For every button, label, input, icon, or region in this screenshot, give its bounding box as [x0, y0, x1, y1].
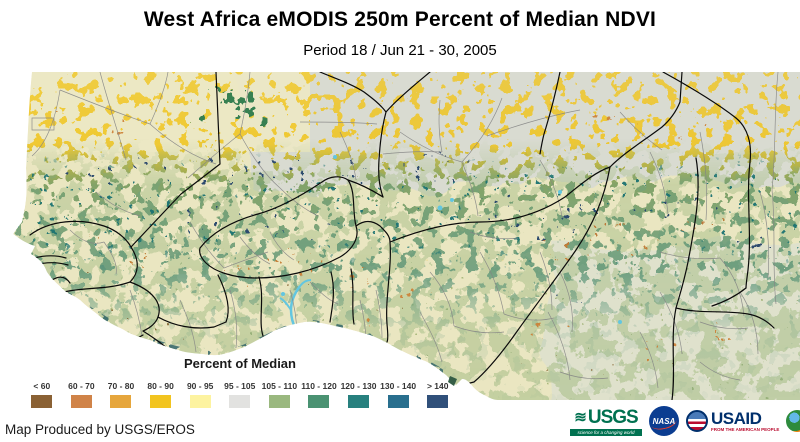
- legend-class-label: 120 - 130: [340, 381, 377, 391]
- legend-class-label: 70 - 80: [107, 381, 135, 391]
- page-title: West Africa eMODIS 250m Percent of Media…: [143, 8, 657, 31]
- nasa-logo-text: NASA: [652, 416, 676, 426]
- legend-swatch: [189, 395, 211, 408]
- legend-swatch: [31, 395, 53, 408]
- legend-swatch: [308, 395, 330, 408]
- legend-class-label: > 140: [426, 381, 449, 391]
- usgs-logo-text: USGS: [587, 406, 639, 428]
- legend-item: 130 - 140: [378, 381, 418, 408]
- legend-swatch: [110, 395, 132, 408]
- legend-item: 80 - 90: [141, 381, 181, 408]
- legend-class-label: 60 - 70: [68, 381, 95, 391]
- legend-class-label: 130 - 140: [380, 381, 417, 391]
- map-credit: Map Produced by USGS/EROS: [5, 422, 195, 437]
- legend-item: 110 - 120: [299, 381, 339, 408]
- usaid-seal-icon: [686, 410, 708, 432]
- legend-swatch: [348, 395, 370, 408]
- legend-class-label: 80 - 90: [147, 381, 174, 391]
- usgs-logo: ≋ USGS science for a changing world: [570, 407, 642, 436]
- usaid-logo-text: USAID: [711, 408, 762, 428]
- legend-item: 105 - 110: [260, 381, 300, 408]
- high-ndvi-patches: [64, 96, 786, 312]
- legend-class-label: 90 - 95: [186, 381, 214, 391]
- island: [448, 376, 457, 386]
- legend-swatch: [387, 395, 409, 408]
- usaid-tagline: FROM THE AMERICAN PEOPLE: [711, 426, 780, 432]
- legend-classes: < 60 60 - 70 70 - 80 80 - 90 90 - 95 95 - 105…: [22, 381, 458, 408]
- country-borders: [29, 72, 775, 400]
- legend-item: 60 - 70: [62, 381, 102, 408]
- fewsnet-globe-icon: [786, 410, 800, 432]
- map-area: Percent of Median < 60 60 - 70 70 - 80 80 -…: [0, 72, 800, 408]
- legend-swatch: [427, 395, 449, 408]
- legend-item: 90 - 95: [180, 381, 220, 408]
- legend-item: 70 - 80: [101, 381, 141, 408]
- legend-item: > 140: [418, 381, 458, 408]
- legend-title: Percent of Median: [184, 356, 296, 371]
- admin-borders: [31, 72, 779, 389]
- nasa-logo: NASA: [649, 406, 679, 436]
- legend-class-label: 105 - 110: [261, 381, 298, 391]
- legend-swatch: [268, 395, 290, 408]
- page-subtitle: Period 18 / Jun 21 - 30, 2005: [303, 42, 497, 59]
- ndvi-map: [0, 72, 800, 402]
- legend-class-label: 95 - 105: [224, 381, 256, 391]
- legend-item: < 60: [22, 381, 62, 408]
- legend-swatch: [229, 395, 251, 408]
- legend-class-label: 110 - 120: [301, 381, 337, 391]
- map-legend: Percent of Median < 60 60 - 70 70 - 80 80 -…: [22, 356, 458, 408]
- usgs-wave-icon: ≋: [574, 409, 587, 426]
- usaid-logo: USAID FROM THE AMERICAN PEOPLE: [686, 410, 779, 433]
- legend-swatch: [150, 395, 172, 408]
- legend-item: 120 - 130: [339, 381, 379, 408]
- legend-class-label: < 60: [33, 381, 51, 391]
- legend-swatch: [70, 395, 92, 408]
- usgs-tagline: science for a changing world: [570, 428, 642, 436]
- low-ndvi-patches: [43, 93, 740, 363]
- legend-item: 95 - 105: [220, 381, 260, 408]
- logo-strip: ≋ USGS science for a changing world NASA…: [570, 404, 800, 438]
- fewsnet-logo: FEWS NET: [786, 410, 800, 432]
